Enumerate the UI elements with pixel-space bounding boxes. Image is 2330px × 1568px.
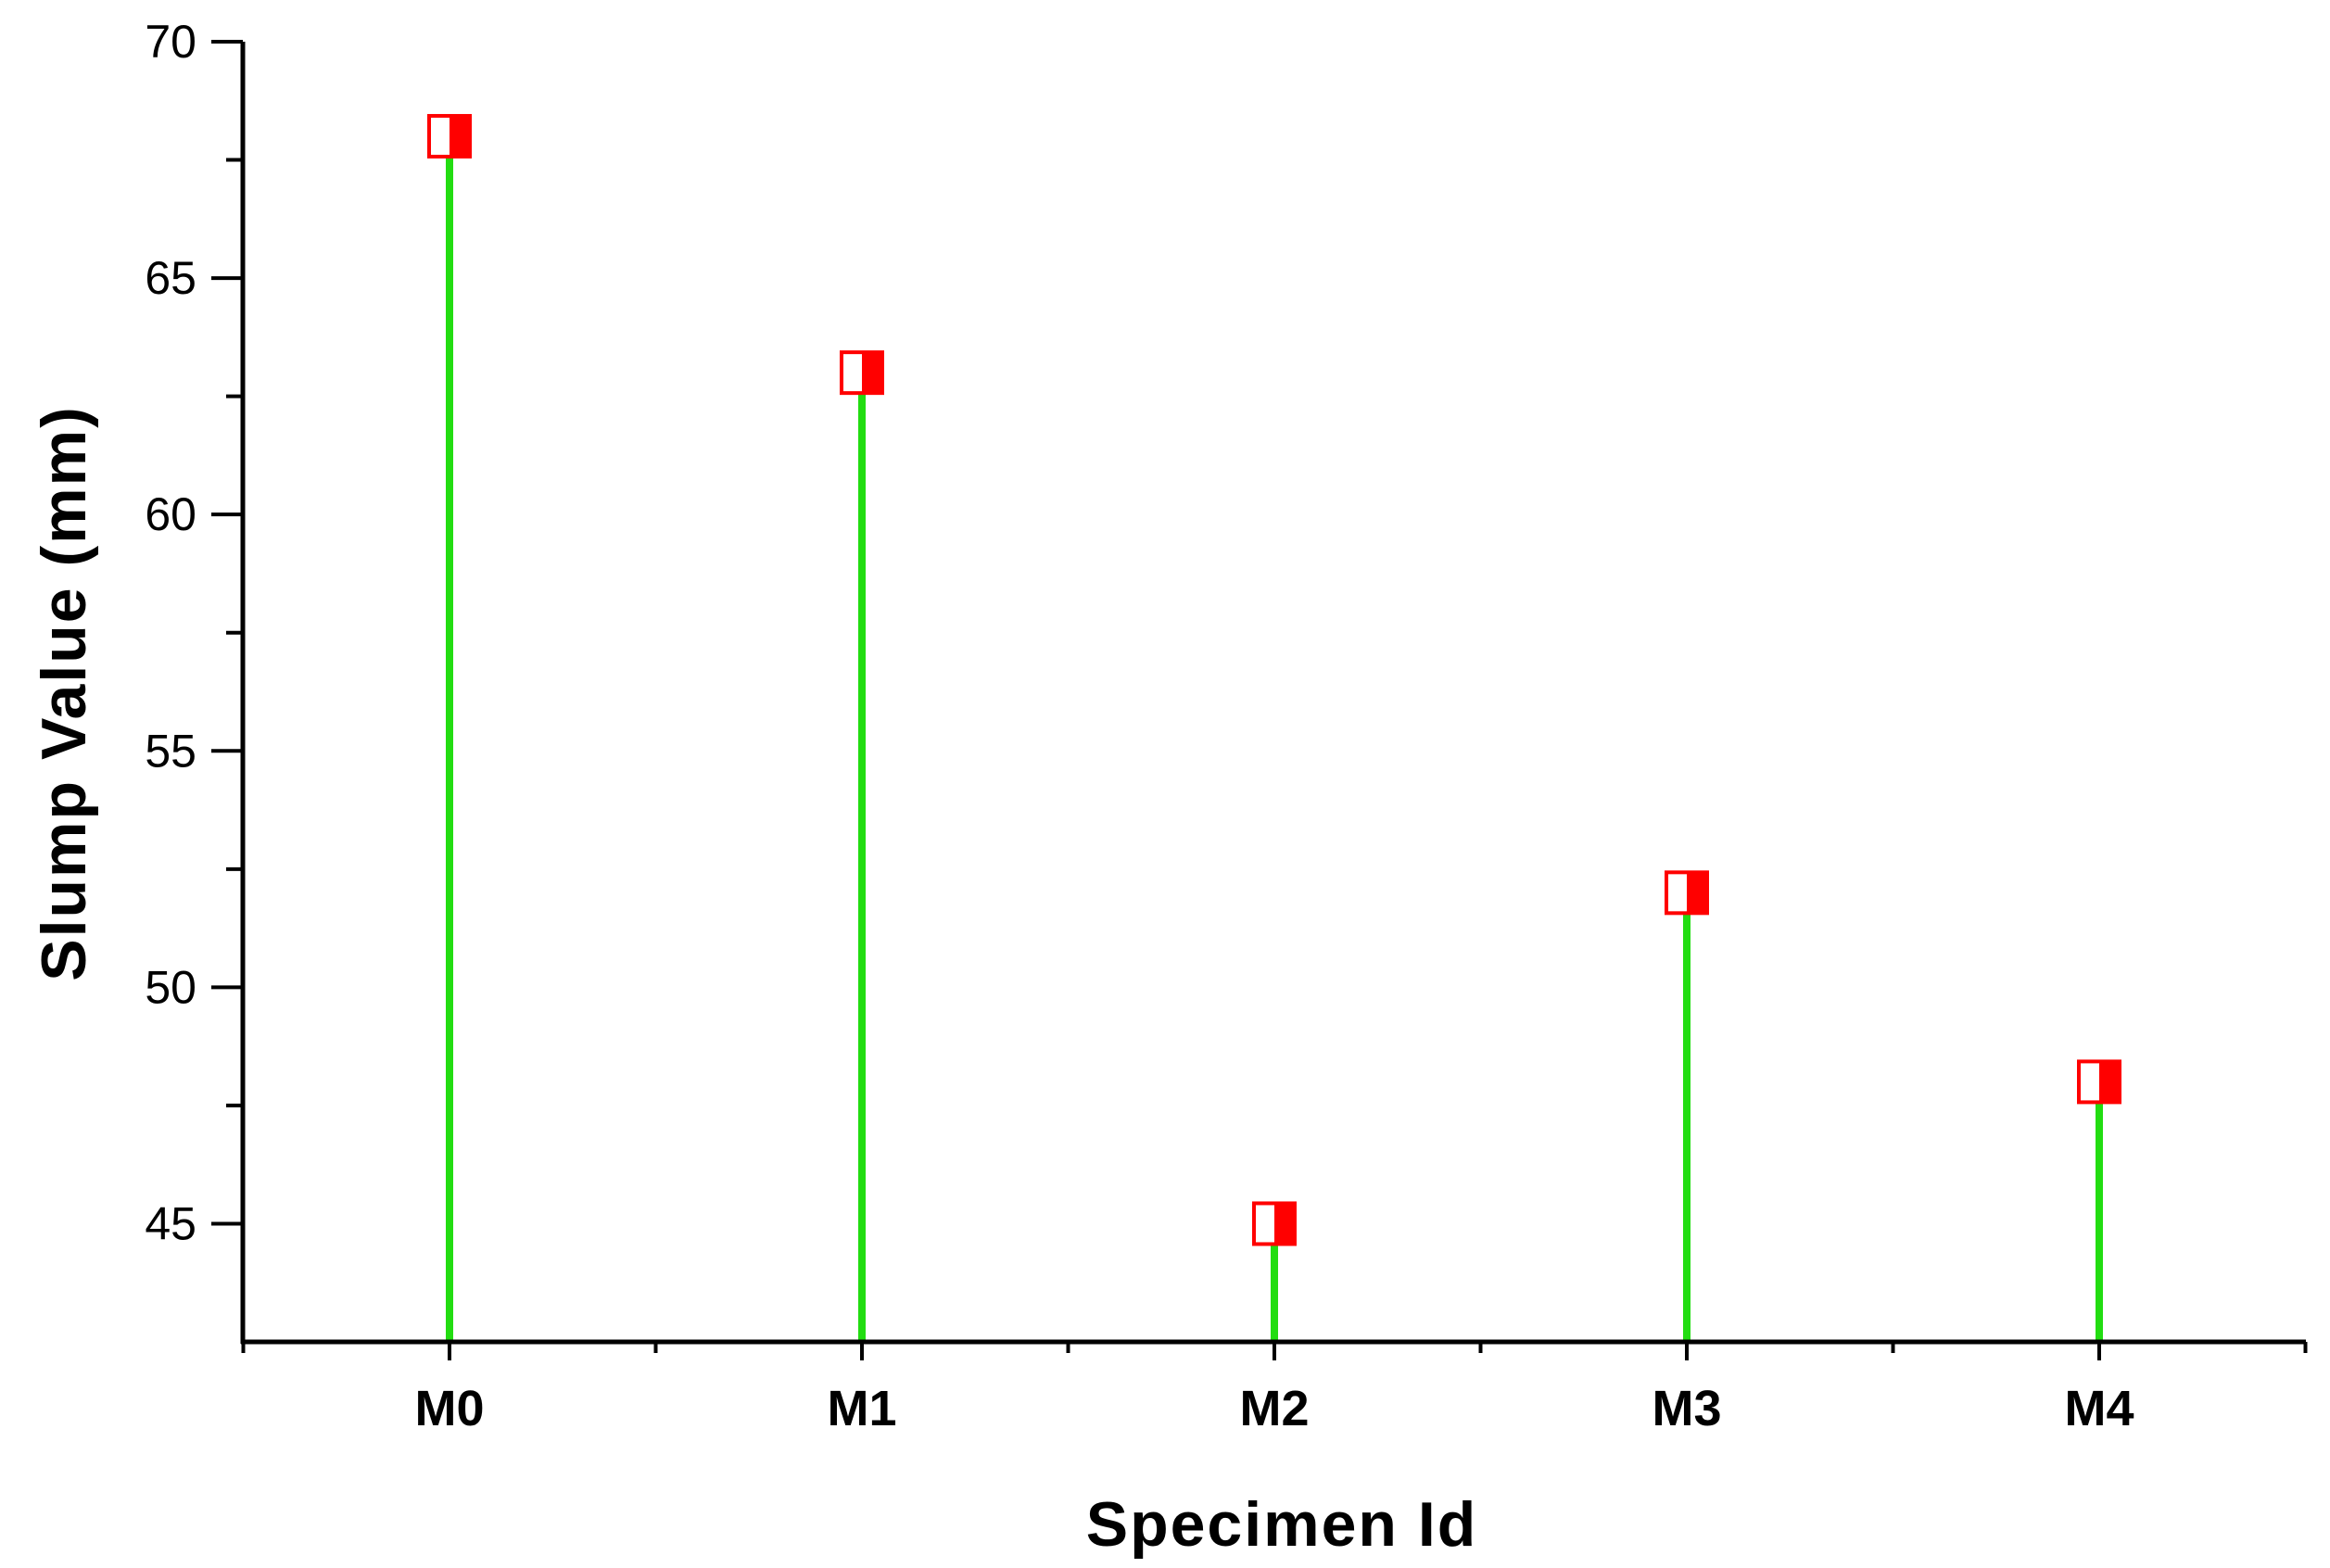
marker-fill	[1687, 872, 1707, 914]
marker-fill	[1274, 1203, 1295, 1245]
y-tick-label: 50	[145, 961, 196, 1013]
x-tick-label-m2: M2	[1239, 1381, 1309, 1436]
marker-m2	[1252, 1201, 1297, 1246]
y-tick-label: 45	[145, 1197, 196, 1249]
marker-m1	[840, 350, 884, 396]
y-tick-label: 55	[145, 725, 196, 777]
y-tick-label: 70	[145, 16, 196, 68]
marker-fill	[2099, 1061, 2120, 1103]
y-tick-label: 65	[145, 252, 196, 304]
x-tick-label-m1: M1	[827, 1381, 896, 1436]
y-tick-label: 60	[145, 488, 196, 540]
marker-fill	[450, 116, 470, 158]
marker-m0	[427, 114, 472, 159]
x-axis-title: Specimen Id	[1086, 1489, 1478, 1560]
x-tick-label-m4: M4	[2064, 1381, 2134, 1436]
x-tick-label-m3: M3	[1652, 1381, 1721, 1436]
x-ticks: M0 M1 M2 M3 M4	[241, 1342, 2308, 1436]
x-tick-label-m0: M0	[414, 1381, 484, 1436]
marker-m3	[1665, 870, 1709, 916]
y-ticks: 45 50 55 60 65 70	[145, 16, 243, 1249]
data-markers	[427, 114, 2121, 1246]
stem-lines	[446, 136, 2103, 1342]
marker-m4	[2077, 1059, 2121, 1105]
y-axis-title: Slump Value (mm)	[29, 405, 99, 980]
marker-fill	[862, 352, 882, 394]
